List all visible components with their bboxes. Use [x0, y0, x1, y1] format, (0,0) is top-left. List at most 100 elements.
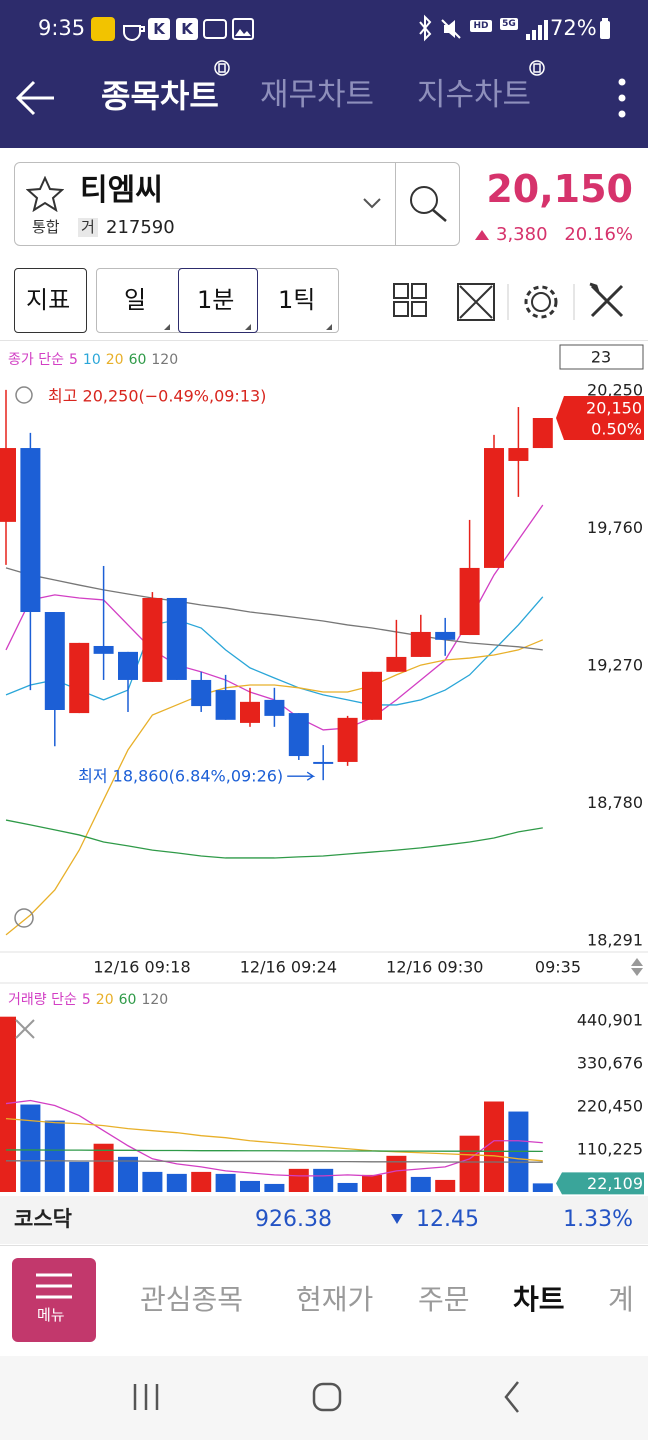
system-nav-buttons[interactable] [120, 1378, 540, 1418]
svg-text:K: K [153, 20, 166, 38]
nav-tab[interactable]: 주문 [418, 1283, 470, 1316]
candle-body [508, 448, 529, 461]
period-selected [178, 268, 258, 333]
volume-bar [362, 1174, 382, 1192]
y-tick-label: 330,676 [577, 1054, 643, 1073]
candle-body [93, 645, 114, 654]
more-button[interactable] [612, 76, 632, 120]
index-name: 코스닥 [14, 1207, 72, 1231]
x-tick-label: 09:35 [535, 958, 581, 977]
svg-text:K: K [181, 20, 194, 38]
divider [395, 163, 396, 245]
candle-body [484, 448, 504, 568]
up-arrow [475, 230, 489, 240]
tab-badge [214, 60, 230, 76]
volume-bar [532, 1183, 553, 1192]
volume-bar [264, 1183, 285, 1192]
index-value: 926.38 [255, 1207, 332, 1232]
candle-body [0, 448, 16, 522]
high-annotation: 최고 20,250(−0.49%,09:13) [48, 386, 266, 405]
plot-layer [0, 389, 553, 1192]
y-tick-label: 20,250 [587, 380, 643, 399]
status-system-icons: HD 5G [419, 14, 548, 42]
legend-entry: 60 [119, 992, 137, 1008]
nav-tab[interactable]: 계 [608, 1283, 634, 1316]
low-arrow [287, 771, 316, 781]
candle-body [337, 717, 358, 762]
legend-entry: 120 [141, 992, 168, 1008]
legend-entry: 20 [106, 352, 124, 368]
volume-bar [484, 1101, 504, 1192]
legend-entry: 20 [96, 992, 114, 1008]
volume-bar [142, 1171, 163, 1192]
scroll-arrows[interactable] [631, 958, 643, 976]
volume-bar [435, 1179, 456, 1192]
indicator-button-label[interactable]: 지표 [26, 286, 71, 314]
legend: 종가 단순 5 10 20 60 120 [8, 352, 178, 368]
candle-body [435, 631, 456, 640]
y-tick-label: 19,270 [587, 656, 643, 675]
system-nav [0, 1356, 648, 1440]
back-button[interactable] [14, 78, 58, 118]
stock-search-box[interactable] [14, 162, 460, 246]
candle-body [264, 699, 285, 716]
nav-tab[interactable]: 현재가 [296, 1283, 374, 1316]
menu-label[interactable]: 메뉴 [37, 1306, 65, 1324]
count-box [559, 344, 644, 370]
stock-name: 티엠씨 [80, 173, 163, 208]
legend-entry: 5 [82, 992, 91, 1008]
volume-label: 22,109 [587, 1174, 643, 1193]
market-label: 통합 [32, 218, 60, 236]
bottom-nav [0, 1245, 648, 1356]
index-bar [0, 1196, 648, 1244]
tab[interactable]: 지수차트 [417, 77, 532, 113]
volume-bar [337, 1182, 358, 1192]
volume-bar [93, 1143, 114, 1192]
legend: 거래량 단순 5 20 60 120 [8, 992, 168, 1008]
volume-bar [459, 1135, 480, 1192]
legend-entry: 10 [83, 352, 101, 368]
zoom-icon [14, 908, 34, 928]
nav-tab[interactable]: 관심종목 [140, 1283, 244, 1316]
candle-body [44, 612, 65, 710]
last-price-tag [556, 395, 644, 440]
x-tick-label: 12/16 09:30 [386, 958, 483, 977]
toolbar-icons[interactable] [390, 280, 630, 324]
price-change-rate: 20.16% [564, 224, 633, 245]
low-annotation: 최저 18,860(6.84%,09:26) [78, 767, 283, 786]
menu-button[interactable] [12, 1258, 96, 1342]
period-corner-marks [164, 324, 332, 330]
volume-bar [69, 1161, 90, 1192]
tab-active[interactable]: 종목차트 [101, 77, 219, 115]
tab[interactable]: 재무차트 [260, 77, 375, 113]
status-battery: 72% [550, 16, 597, 40]
y-tick-label: 18,291 [587, 930, 643, 949]
last-change: 0.50% [591, 419, 642, 438]
moving-average-line [6, 1160, 543, 1163]
volume-bar [191, 1171, 212, 1192]
period-button[interactable]: 1분 [197, 286, 235, 314]
dropdown-arrow[interactable] [362, 196, 382, 210]
indicator-button[interactable] [14, 268, 87, 333]
favorite-star[interactable] [26, 176, 64, 212]
battery-icon [600, 18, 610, 39]
volume-bar [166, 1173, 187, 1192]
period-button[interactable]: 1틱 [278, 286, 316, 314]
candle-body [20, 448, 41, 613]
volume-bar [288, 1168, 309, 1192]
tab-badge [529, 60, 545, 76]
zoom-icon [15, 386, 33, 404]
candle-body [459, 567, 480, 636]
y-tick-label: 440,901 [577, 1011, 643, 1030]
current-price: 20,150 [486, 167, 633, 211]
search-button[interactable] [406, 184, 450, 224]
last-price: 20,150 [586, 398, 642, 417]
nav-tab-active[interactable]: 차트 [513, 1283, 565, 1316]
volume-bar [118, 1156, 138, 1192]
svg-text:5G: 5G [502, 19, 516, 29]
moving-average-line [5, 639, 544, 936]
menu-icon [36, 1273, 72, 1299]
volume-bar [240, 1180, 260, 1192]
period-button[interactable]: 일 [124, 286, 147, 314]
